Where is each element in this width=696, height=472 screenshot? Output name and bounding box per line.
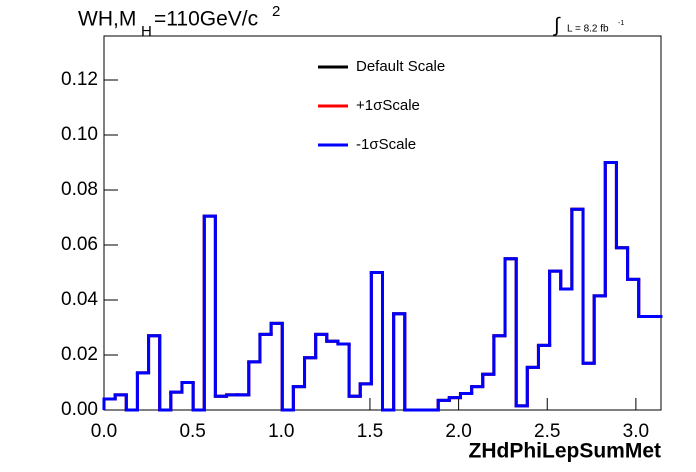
y-tick-label: 0.04 — [61, 289, 98, 310]
title-superscript: 2 — [272, 3, 280, 20]
y-tick-label: 0.08 — [61, 179, 98, 200]
annotation-integral: ∫ — [553, 14, 561, 36]
title-rest: =110GeV/c — [154, 8, 258, 31]
x-tick-label: 1.5 — [357, 421, 383, 442]
annotation-text: L = 8.2 fb — [567, 24, 609, 35]
y-tick-label: 0.00 — [61, 399, 98, 420]
legend-label: -1σScale — [356, 136, 416, 153]
legend-label: Default Scale — [356, 58, 445, 75]
y-tick-label: 0.06 — [61, 234, 98, 255]
x-tick-label: 2.0 — [445, 421, 471, 442]
annotation-superscript: -1 — [618, 20, 624, 27]
x-axis-label: ZHdPhiLepSumMet — [469, 440, 662, 463]
x-tick-label: 3.0 — [623, 421, 649, 442]
x-tick-label: 1.0 — [268, 421, 294, 442]
legend-label: +1σScale — [356, 97, 420, 114]
x-tick-label: 0.5 — [179, 421, 205, 442]
y-tick-label: 0.02 — [61, 344, 98, 365]
title-main: WH,M — [78, 8, 136, 31]
x-tick-label: 0.0 — [91, 421, 117, 442]
x-tick-label: 2.5 — [534, 421, 560, 442]
y-tick-label: 0.10 — [61, 124, 98, 145]
y-tick-label: 0.12 — [61, 69, 98, 90]
title-subscript: H — [141, 23, 152, 40]
